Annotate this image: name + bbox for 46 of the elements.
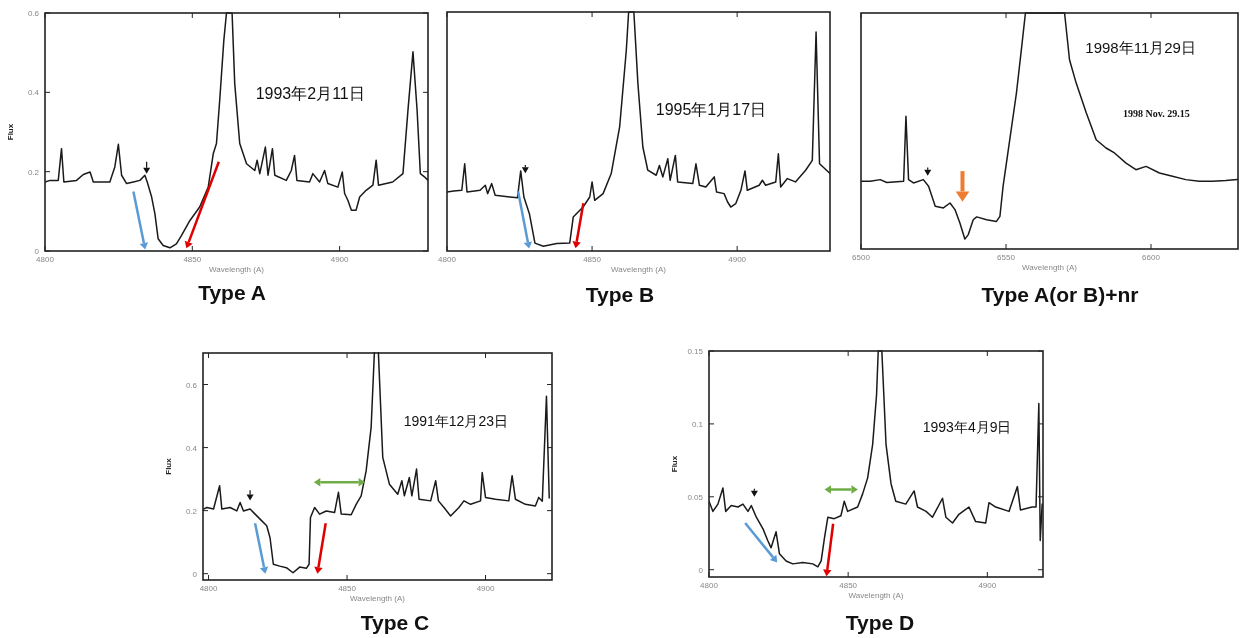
x-tick-label: 4850 bbox=[338, 584, 357, 593]
annotation: 1995年1月17日 bbox=[655, 100, 767, 118]
x-tick-label: 4800 bbox=[438, 255, 457, 264]
x-tick-label: 6550 bbox=[997, 253, 1016, 262]
x-tick-label: 4850 bbox=[583, 255, 602, 264]
y-tick-label: 0.05 bbox=[687, 492, 704, 502]
text: Type B bbox=[585, 283, 655, 306]
y-axis-title: Flux bbox=[670, 455, 679, 473]
x-tick-label: 6500 bbox=[852, 253, 871, 262]
x-tick-label: 6600 bbox=[1142, 253, 1161, 262]
x-axis-title: Wavelength (A) bbox=[350, 594, 406, 603]
annotation: 1993年2月11日 bbox=[255, 84, 365, 102]
y-axis-title: Flux bbox=[164, 457, 173, 475]
text: Type A bbox=[198, 281, 266, 304]
y-tick-label: 0 bbox=[698, 565, 704, 575]
annotation: 1998 Nov. 29.15 bbox=[1123, 107, 1190, 119]
x-axis-title: Wavelength (A) bbox=[209, 265, 265, 274]
y-tick-label: 0.2 bbox=[27, 167, 40, 177]
y-tick-label: 0.4 bbox=[27, 88, 40, 98]
text: Type A(or B)+nr bbox=[981, 283, 1139, 306]
x-tick-label: 4800 bbox=[700, 581, 719, 590]
text: Type D bbox=[845, 611, 915, 634]
annotation: 1993年4月9日 bbox=[922, 419, 1012, 436]
y-tick-label: 0 bbox=[192, 569, 198, 579]
x-tick-label: 4800 bbox=[199, 584, 218, 593]
x-tick-label: 4900 bbox=[476, 584, 495, 593]
y-tick-label: 0.6 bbox=[27, 9, 40, 18]
x-tick-label: 4850 bbox=[839, 581, 858, 590]
annotation: 1991年12月23日 bbox=[403, 412, 508, 429]
y-tick-label: 0.6 bbox=[185, 380, 198, 390]
x-tick-label: 4850 bbox=[183, 255, 202, 264]
x-axis-title: Wavelength (A) bbox=[848, 591, 904, 600]
text: Type C bbox=[360, 611, 430, 634]
y-axis-title: Flux bbox=[6, 123, 15, 141]
y-tick-label: 0.2 bbox=[185, 506, 198, 516]
x-axis-title: Wavelength (A) bbox=[611, 265, 667, 274]
y-tick-label: 0.1 bbox=[691, 419, 704, 429]
x-tick-label: 4900 bbox=[330, 255, 350, 264]
annotation: 1998年11月29日 bbox=[1085, 39, 1196, 57]
y-tick-label: 0.4 bbox=[185, 443, 198, 453]
x-tick-label: 4900 bbox=[728, 255, 747, 264]
y-tick-label: 0 bbox=[34, 247, 40, 256]
x-axis-title: Wavelength (A) bbox=[1022, 263, 1078, 272]
y-tick-label: 0.15 bbox=[687, 347, 704, 356]
x-tick-label: 4900 bbox=[978, 581, 997, 590]
x-tick-label: 4800 bbox=[36, 255, 55, 264]
